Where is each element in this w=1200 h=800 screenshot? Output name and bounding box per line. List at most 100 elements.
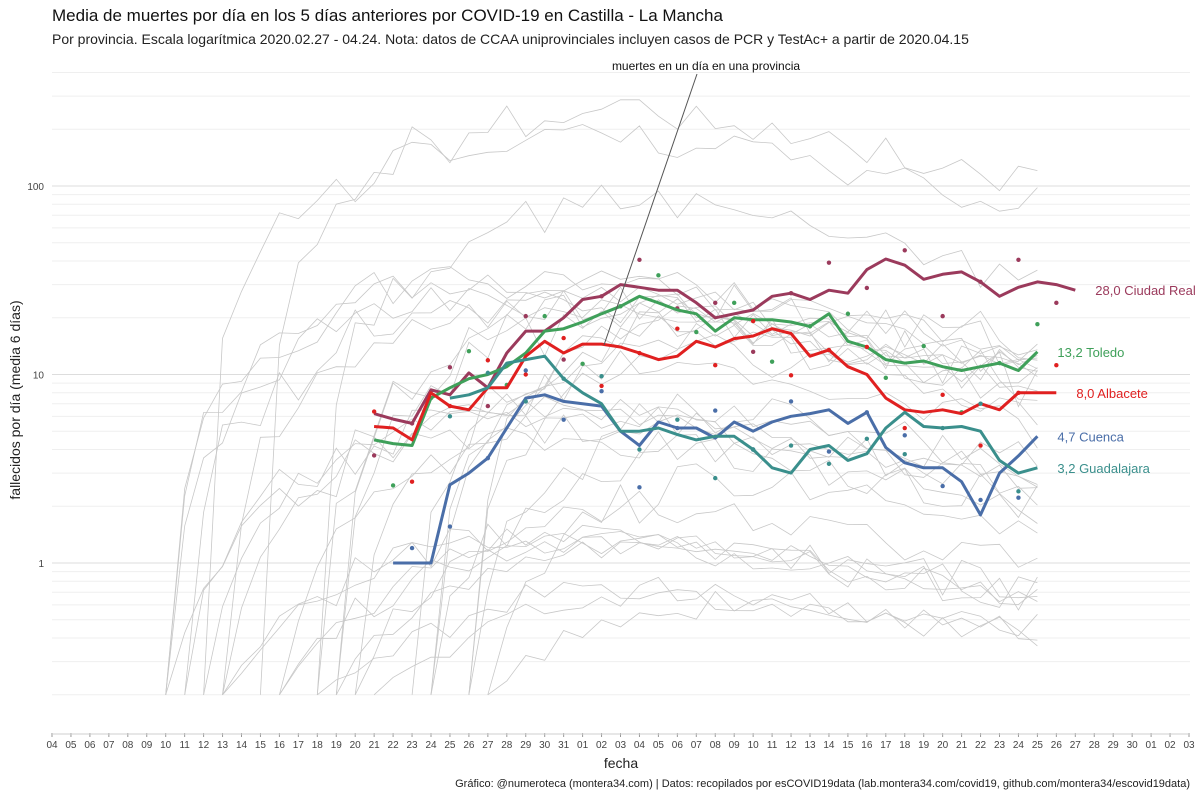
x-tick-label: 03 (615, 740, 627, 751)
series-point (750, 349, 756, 354)
x-tick-label: 12 (198, 740, 210, 751)
series-point (978, 401, 983, 406)
x-tick-label: 28 (1089, 740, 1101, 751)
background-line (430, 315, 1038, 695)
series-point (599, 388, 604, 394)
series-label: 28,0 Ciudad Real (1095, 283, 1196, 298)
series-lines (371, 248, 1076, 565)
background-line (316, 184, 1038, 695)
series-point (447, 365, 453, 370)
series-point (371, 453, 377, 458)
series-point (750, 318, 756, 324)
series-point (675, 326, 680, 331)
series-point (713, 300, 718, 306)
series-point (997, 360, 1002, 366)
series-point (940, 425, 945, 431)
series-point (978, 443, 983, 448)
x-tick-label: 26 (1051, 740, 1063, 751)
series-label: 13,2 Toledo (1057, 345, 1124, 360)
background-line (203, 124, 1038, 695)
y-tick-label: 10 (33, 371, 45, 382)
series-point (637, 257, 642, 262)
series-point (409, 421, 415, 426)
series-point (1054, 300, 1059, 306)
series-point (618, 304, 623, 309)
x-tick-label: 15 (842, 740, 854, 751)
series-point (845, 311, 851, 316)
background-line (468, 322, 1038, 695)
series-point (485, 370, 491, 376)
x-tick-label: 25 (444, 740, 456, 751)
x-tick-label: 12 (785, 740, 797, 751)
grid-lines (52, 72, 1190, 696)
chart-title: Media de muertes por día en los 5 días a… (52, 6, 723, 25)
y-tick-label: 1 (38, 559, 44, 570)
series-point (807, 324, 813, 329)
x-tick-label: 09 (729, 740, 741, 751)
x-tick-label: 29 (520, 740, 532, 751)
x-tick-label: 23 (994, 740, 1006, 751)
background-line (335, 541, 1038, 695)
background-line (184, 291, 1038, 695)
series-point (902, 451, 907, 457)
background-line (165, 266, 1038, 695)
background-line (468, 393, 1038, 695)
series-point (978, 497, 983, 503)
series-point (1054, 363, 1059, 368)
x-axis-ticks: 04 05 06 07 08 09 10 11 12 13 14 15 16 17 18 19 20 21 22 23… (46, 733, 1195, 751)
series-point (675, 417, 680, 422)
series-point (864, 436, 870, 441)
series-point (788, 373, 794, 378)
x-tick-label: 16 (274, 740, 286, 751)
series-point (447, 403, 453, 409)
series-point (561, 417, 566, 422)
series-line-toledo (373, 294, 1039, 447)
series-point (1035, 322, 1040, 327)
x-tick-label: 26 (463, 740, 475, 751)
x-tick-label: 01 (577, 740, 589, 751)
series-point (637, 447, 642, 452)
series-point (788, 399, 794, 404)
series-point (713, 408, 718, 413)
background-line (203, 396, 1038, 695)
series-point (864, 285, 870, 291)
x-tick-label: 08 (710, 740, 722, 751)
x-tick-label: 23 (406, 740, 418, 751)
y-tick-label: 100 (27, 182, 44, 193)
series-point (409, 479, 415, 484)
series-point (694, 329, 699, 335)
x-tick-label: 11 (179, 740, 190, 751)
background-line (184, 406, 1038, 695)
series-point (1016, 390, 1021, 395)
series-point (580, 361, 585, 366)
x-tick-label: 07 (691, 740, 703, 751)
series-point (656, 273, 661, 278)
x-tick-label: 04 (46, 740, 58, 751)
series-point (921, 343, 926, 349)
annotation-pointer (603, 73, 698, 346)
background-line (279, 531, 1038, 696)
x-tick-label: 24 (1013, 740, 1025, 751)
series-point (883, 375, 888, 381)
background-line (354, 490, 1038, 695)
x-tick-label: 10 (160, 740, 172, 751)
series-labels: 28,0 Ciudad Real 13,2 Toledo 8,0 Albacete 4… (1057, 283, 1195, 476)
x-tick-label: 05 (653, 740, 665, 751)
x-tick-label: 18 (899, 740, 911, 751)
series-point (788, 443, 794, 448)
background-line (411, 334, 1038, 695)
background-line (335, 286, 1038, 695)
x-tick-label: 28 (501, 740, 513, 751)
series-line-guadalajara (449, 354, 1038, 475)
background-line (487, 590, 1038, 696)
x-tick-label: 02 (596, 740, 608, 751)
x-tick-label: 19 (918, 740, 930, 751)
x-tick-label: 21 (956, 740, 968, 751)
x-tick-label: 22 (975, 740, 987, 751)
x-tick-label: 20 (937, 740, 949, 751)
series-point (978, 279, 983, 285)
x-tick-label: 09 (141, 740, 153, 751)
x-tick-label: 22 (388, 740, 400, 751)
series-point (485, 358, 491, 363)
series-point (675, 425, 680, 431)
